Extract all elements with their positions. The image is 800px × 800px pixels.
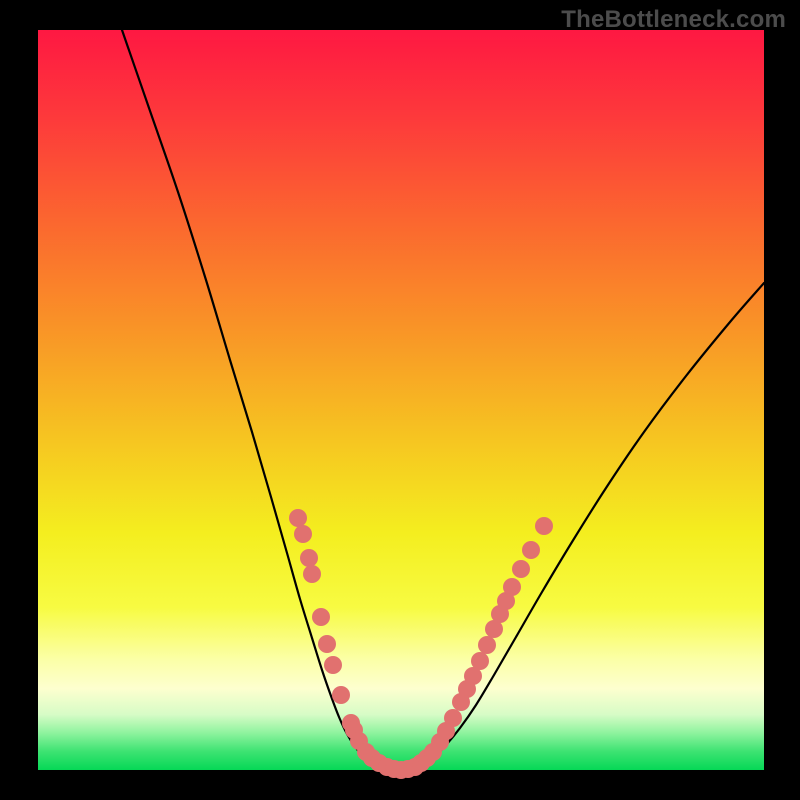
data-marker [294, 525, 312, 543]
data-marker [503, 578, 521, 596]
data-marker [512, 560, 530, 578]
data-marker [300, 549, 318, 567]
data-marker [478, 636, 496, 654]
data-marker [522, 541, 540, 559]
watermark-text: TheBottleneck.com [561, 6, 786, 34]
plot-background [38, 30, 764, 770]
data-marker [444, 709, 462, 727]
data-marker [318, 635, 336, 653]
data-marker [324, 656, 342, 674]
data-marker [535, 517, 553, 535]
data-marker [303, 565, 321, 583]
chart-stage: TheBottleneck.com [0, 0, 800, 800]
bottleneck-chart-svg [0, 0, 800, 800]
data-marker [289, 509, 307, 527]
data-marker [332, 686, 350, 704]
data-marker [471, 652, 489, 670]
data-marker [312, 608, 330, 626]
